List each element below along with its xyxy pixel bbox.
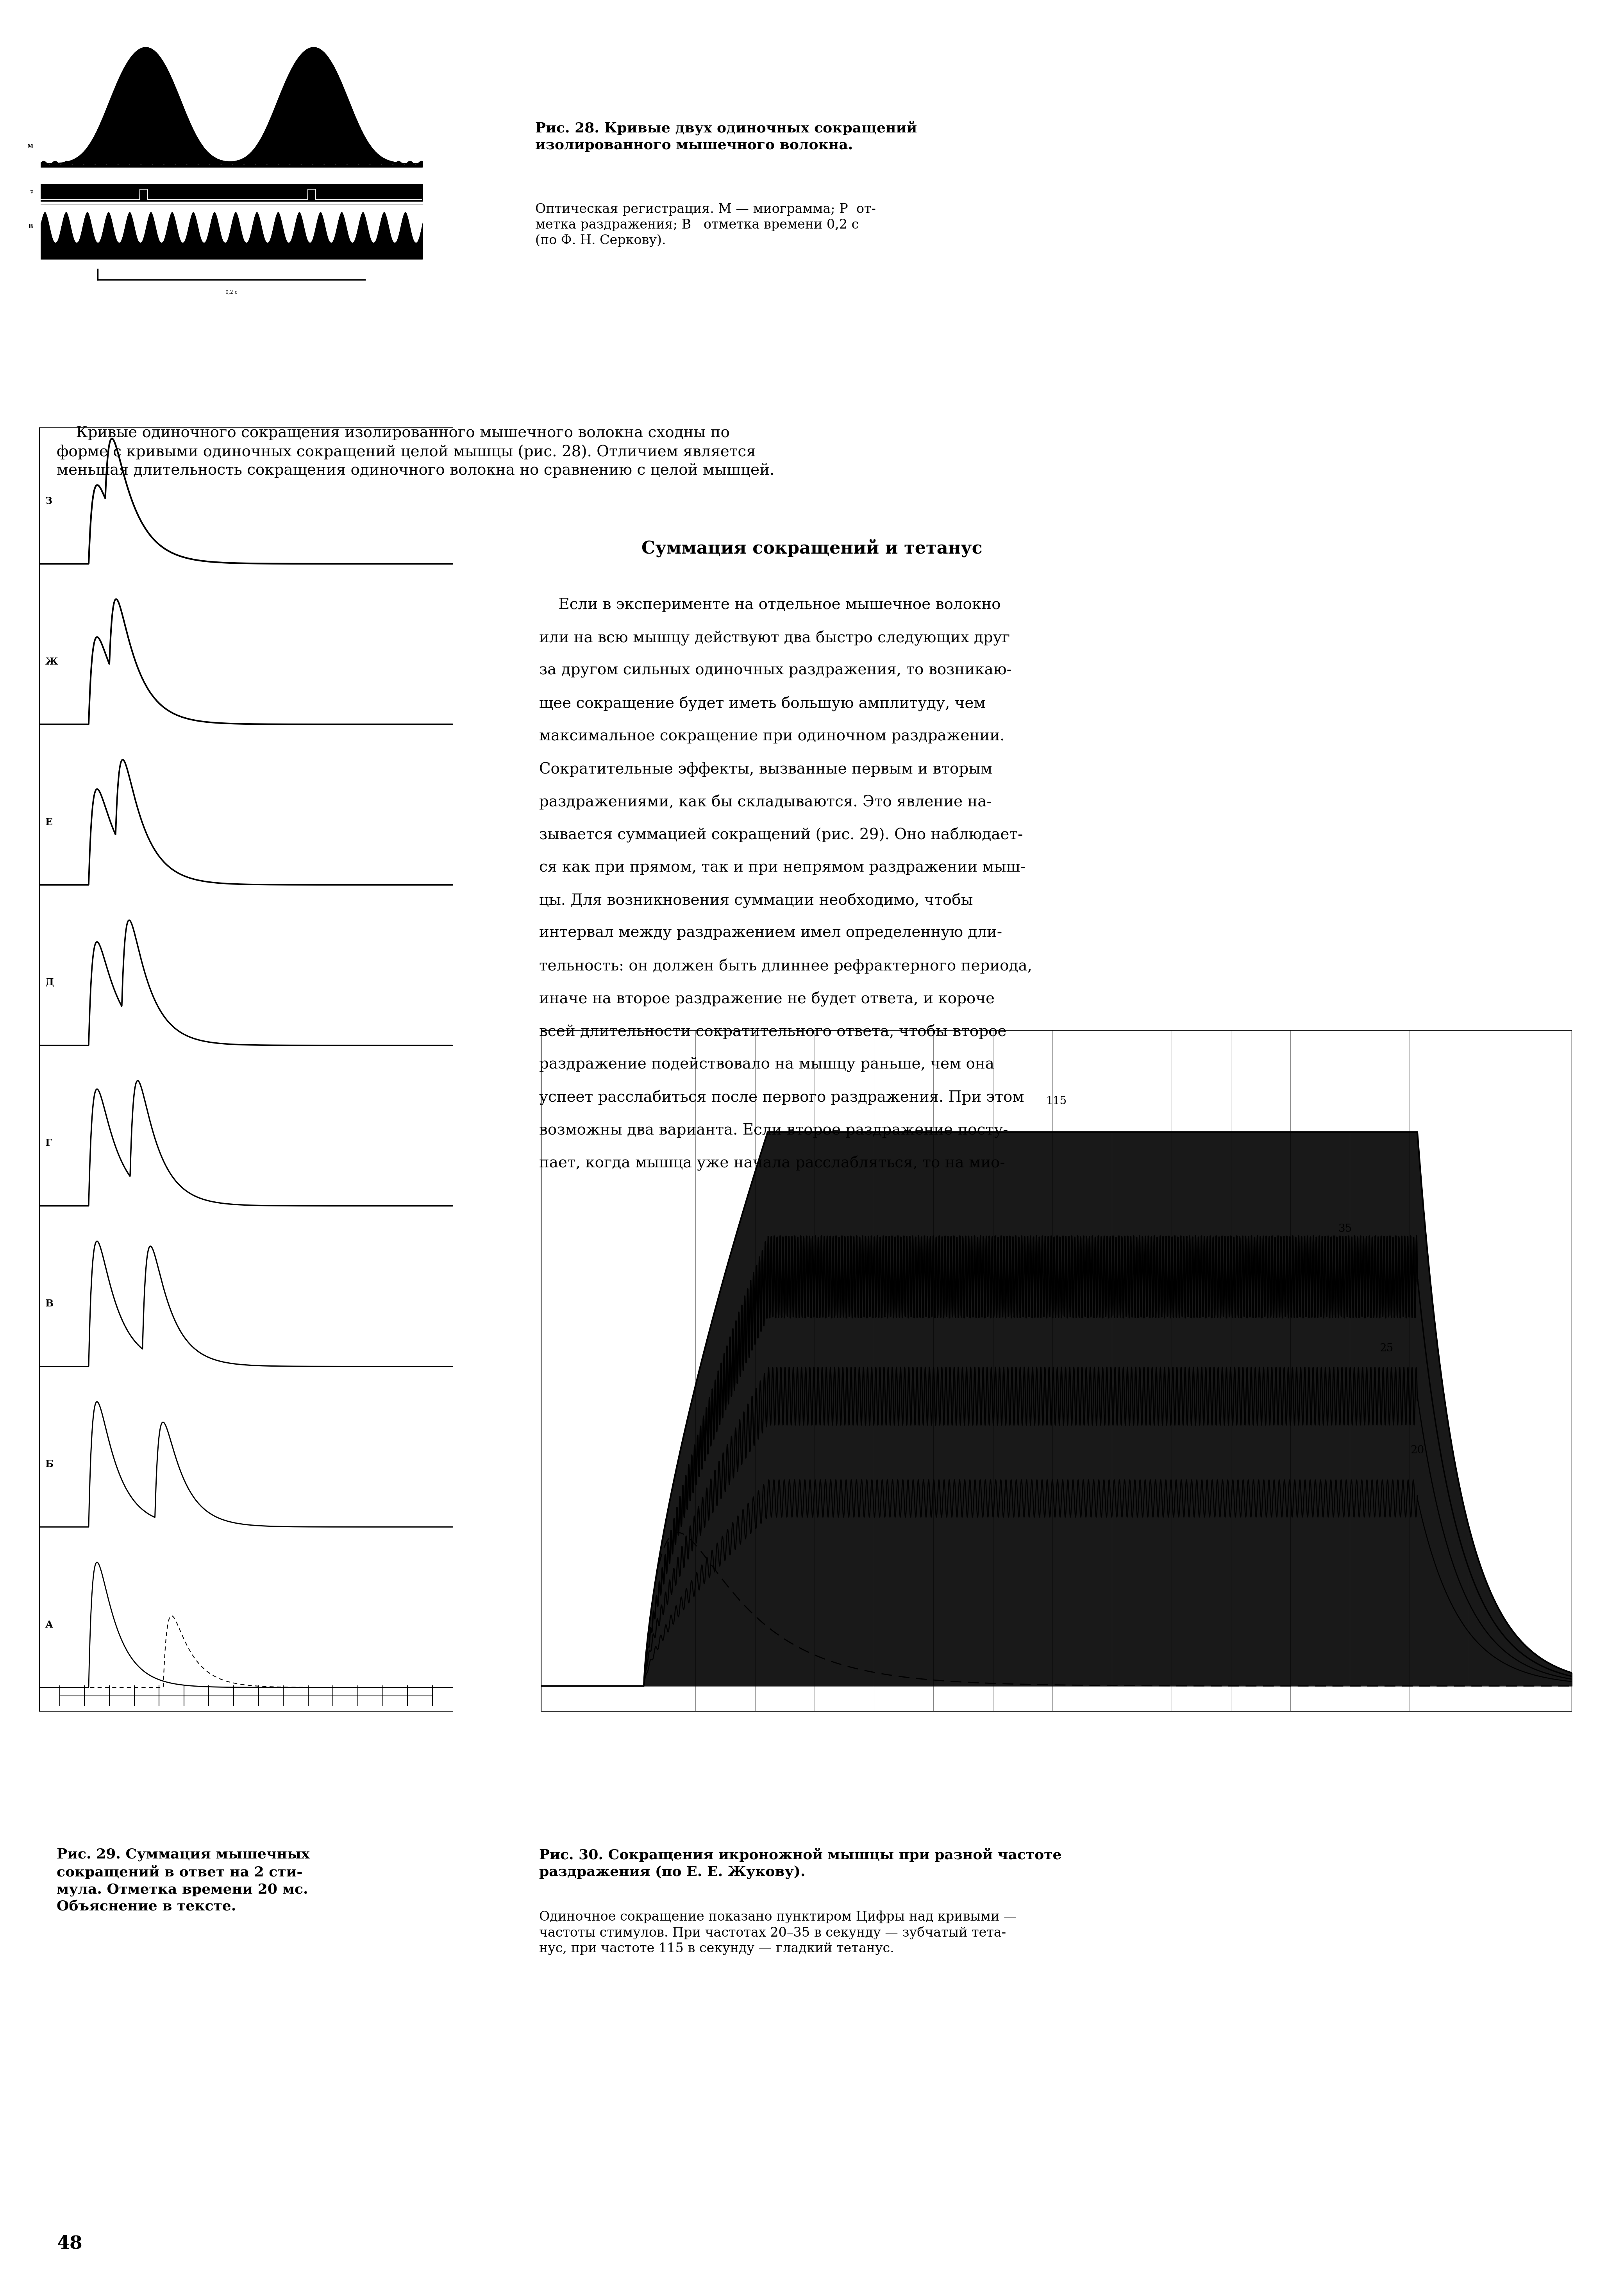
Text: 0,2 с: 0,2 с — [226, 289, 237, 295]
Text: 115: 115 — [1046, 1096, 1067, 1107]
Text: за другом сильных одиночных раздражения, то возникаю-: за другом сильных одиночных раздражения,… — [539, 664, 1012, 677]
Text: ся как при прямом, так и при непрямом раздражении мыш-: ся как при прямом, так и при непрямом ра… — [539, 859, 1025, 875]
Text: Если в эксперименте на отдельное мышечное волокно: Если в эксперименте на отдельное мышечно… — [539, 598, 1000, 611]
Text: Г: Г — [45, 1139, 52, 1148]
Text: Одиночное сокращение показано пунктиром Цифры над кривыми —
частоты стимулов. Пр: Одиночное сокращение показано пунктиром … — [539, 1909, 1017, 1955]
Text: 25: 25 — [1379, 1343, 1393, 1355]
Text: Рис. 29. Суммация мышечных
сокращений в ответ на 2 сти-
мула. Отметка времени 20: Рис. 29. Суммация мышечных сокращений в … — [57, 1848, 310, 1914]
Text: Р: Р — [29, 191, 32, 195]
Text: тельность: он должен быть длиннее рефрактерного периода,: тельность: он должен быть длиннее рефрак… — [539, 959, 1033, 973]
Text: успеет расслабиться после первого раздражения. При этом: успеет расслабиться после первого раздра… — [539, 1091, 1025, 1105]
Text: В: В — [45, 1300, 54, 1309]
Text: 35: 35 — [1338, 1223, 1353, 1234]
Text: зывается суммацией сокращений (рис. 29). Оно наблюдает-: зывается суммацией сокращений (рис. 29).… — [539, 827, 1023, 843]
Text: пает, когда мышца уже начала расслабляться, то на мио-: пает, когда мышца уже начала расслаблять… — [539, 1155, 1005, 1171]
Text: Рис. 28. Кривые двух одиночных сокращений
изолированного мышечного волокна.: Рис. 28. Кривые двух одиночных сокращени… — [536, 120, 918, 152]
Text: Суммация сокращений и тетанус: Суммация сокращений и тетанус — [641, 539, 983, 557]
Text: З: З — [45, 496, 52, 507]
Text: или на всю мышцу действуют два быстро следующих друг: или на всю мышцу действуют два быстро сл… — [539, 630, 1010, 646]
Text: В: В — [28, 225, 32, 230]
Text: А: А — [45, 1621, 54, 1630]
Text: Кривые одиночного сокращения изолированного мышечного волокна сходны по
форме с : Кривые одиночного сокращения изолированн… — [57, 425, 775, 477]
Text: Д: Д — [45, 977, 54, 986]
Text: Оптическая регистрация. М — миограмма; Р  от-
метка раздражения; В   отметка вре: Оптическая регистрация. М — миограмма; Р… — [536, 202, 875, 248]
Text: 20: 20 — [1410, 1446, 1424, 1457]
Text: Сократительные эффекты, вызванные первым и вторым: Сократительные эффекты, вызванные первым… — [539, 761, 992, 777]
Text: щее сокращение будет иметь большую амплитуду, чем: щее сокращение будет иметь большую ампли… — [539, 696, 986, 711]
Text: раздражение подействовало на мышцу раньше, чем она: раздражение подействовало на мышцу раньш… — [539, 1057, 994, 1073]
Text: всей длительности сократительного ответа, чтобы второе: всей длительности сократительного ответа… — [539, 1025, 1007, 1039]
Text: Е: Е — [45, 818, 52, 827]
Text: цы. Для возникновения суммации необходимо, чтобы: цы. Для возникновения суммации необходим… — [539, 893, 973, 909]
Text: интервал между раздражением имел определенную дли-: интервал между раздражением имел определ… — [539, 925, 1002, 941]
Text: Б: Б — [45, 1459, 54, 1468]
Text: максимальное сокращение при одиночном раздражении.: максимальное сокращение при одиночном ра… — [539, 730, 1005, 743]
Text: 48: 48 — [57, 2234, 83, 2253]
Text: Рис. 30. Сокращения икроножной мышцы при разной частоте
раздражения (по Е. Е. Жу: Рис. 30. Сокращения икроножной мышцы при… — [539, 1848, 1062, 1880]
Text: раздражениями, как бы складываются. Это явление на-: раздражениями, как бы складываются. Это … — [539, 796, 992, 809]
Text: Ж: Ж — [45, 657, 58, 666]
Text: возможны два варианта. Если второе раздражение посту-: возможны два варианта. Если второе раздр… — [539, 1123, 1009, 1136]
Text: М: М — [28, 143, 32, 150]
Text: иначе на второе раздражение не будет ответа, и короче: иначе на второе раздражение не будет отв… — [539, 991, 994, 1007]
